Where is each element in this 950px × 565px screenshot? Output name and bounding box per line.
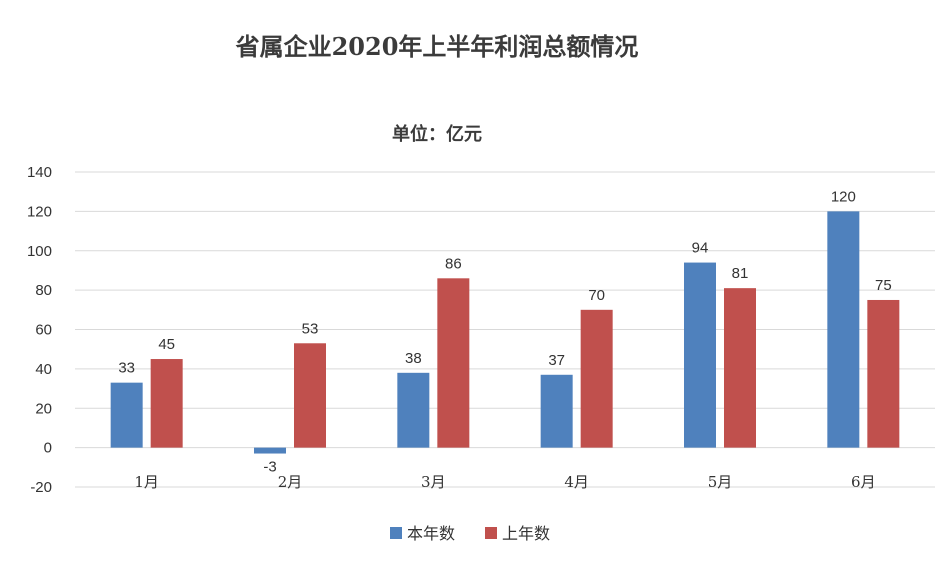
chart-title: 省属企业2020年上半年利润总额情况: [235, 32, 639, 61]
y-tick-label: 120: [27, 203, 52, 220]
chart-subtitle: 单位：亿元: [392, 123, 482, 145]
data-label: 120: [831, 188, 856, 205]
bar-current-year: [684, 262, 716, 448]
y-tick-label: 0: [44, 440, 52, 457]
data-label: 75: [875, 277, 892, 294]
data-label: 38: [405, 350, 422, 367]
y-axis: -20 0 20 40 60 80 100 120 140: [27, 164, 52, 496]
data-label: 70: [588, 287, 605, 304]
data-label: 53: [302, 320, 319, 337]
bar-current-year: [540, 374, 573, 448]
y-tick-label: 100: [27, 243, 52, 260]
data-label: 45: [158, 336, 175, 353]
data-label: 81: [732, 265, 749, 282]
x-tick-label: 6月: [851, 473, 876, 491]
bar-current-year: [397, 372, 430, 448]
bar-previous-year: [437, 278, 470, 448]
bar-previous-year: [724, 288, 756, 448]
y-tick-label: 140: [27, 164, 52, 181]
x-tick-label: 2月: [278, 473, 303, 491]
x-tick-label: 4月: [564, 473, 589, 491]
bars-layer: [110, 211, 900, 454]
bar-previous-year: [294, 343, 326, 448]
x-tick-label: 3月: [421, 473, 446, 491]
y-tick-label: 20: [35, 400, 52, 417]
y-tick-label: 40: [35, 361, 52, 378]
bar-current-year: [827, 211, 860, 448]
data-label: 33: [118, 360, 135, 377]
grid-layer: [75, 171, 935, 488]
bar-previous-year: [150, 359, 183, 448]
bar-current-year: [254, 447, 286, 454]
x-tick-label: 5月: [708, 473, 733, 491]
legend-swatch: [485, 527, 497, 539]
legend: 本年数 上年数: [390, 524, 550, 543]
bar-current-year: [110, 382, 143, 448]
y-tick-label: 80: [35, 282, 52, 299]
legend-swatch: [390, 527, 402, 539]
y-tick-label: 60: [35, 322, 52, 339]
bar-previous-year: [867, 299, 900, 448]
y-tick-label: -20: [30, 479, 52, 496]
bar-previous-year: [580, 309, 613, 448]
legend-label: 上年数: [502, 524, 550, 543]
data-label: 37: [548, 352, 565, 369]
data-label: 86: [445, 255, 462, 272]
data-label: -3: [263, 459, 276, 476]
data-label: 94: [692, 240, 709, 257]
x-tick-label: 1月: [134, 473, 159, 491]
legend-label: 本年数: [407, 524, 455, 543]
data-labels-layer: 33 45 -3 53 38 86 37 70 94 81 120 75: [118, 188, 891, 475]
x-axis: 1月 2月 3月 4月 5月 6月: [134, 473, 875, 491]
